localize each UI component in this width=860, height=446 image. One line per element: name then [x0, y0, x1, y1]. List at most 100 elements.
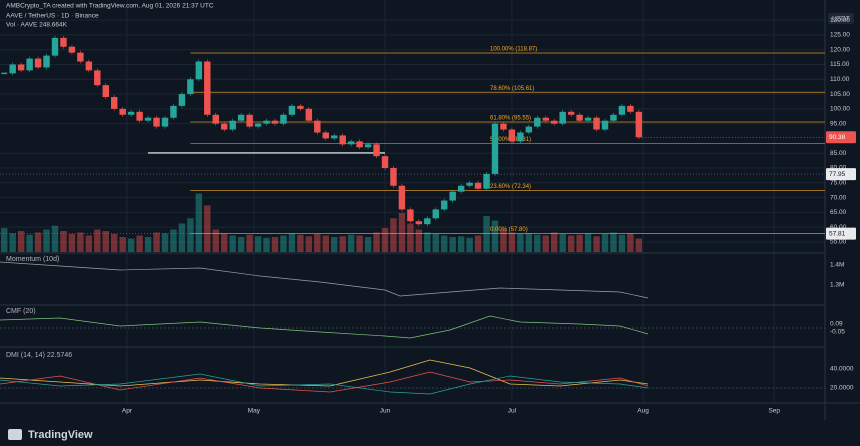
candle: [221, 123, 228, 130]
volume-bar: [441, 235, 448, 252]
volume-bar: [9, 233, 16, 252]
candle: [559, 111, 566, 124]
candle: [60, 37, 67, 47]
volume-bar: [314, 234, 321, 252]
volume-bar: [508, 232, 516, 252]
credit: AMBCrypto_TA created with TradingView.co…: [6, 3, 214, 10]
volume-bar: [449, 237, 456, 252]
volume-bar: [263, 237, 270, 252]
candle: [212, 114, 219, 124]
candle: [322, 132, 329, 139]
candle: [187, 79, 194, 95]
candle: [280, 114, 287, 124]
volume-bar: [415, 229, 423, 252]
volume-bar: [136, 235, 143, 252]
volume-bar: [576, 234, 583, 252]
candle: [68, 46, 76, 53]
fib-label: 78.60% (105.61): [490, 86, 534, 92]
candle: [567, 111, 575, 115]
candle: [34, 58, 42, 68]
y-tick-label: 70.00: [830, 194, 847, 201]
candle: [136, 111, 143, 121]
candle: [593, 117, 600, 130]
marker-box: [826, 227, 856, 240]
candle: [466, 182, 473, 186]
candle: [237, 114, 245, 121]
volume-bar: [60, 231, 67, 252]
candle: [457, 185, 465, 192]
y-tick-label: 60.00: [830, 224, 847, 231]
candle: [254, 123, 262, 127]
candle: [364, 144, 372, 148]
volume-bar: [305, 236, 313, 252]
currency[interactable]: USDT: [832, 16, 850, 23]
currency-box[interactable]: [828, 13, 854, 24]
volume-bar: [618, 234, 626, 252]
candle: [627, 105, 634, 112]
volume-bar: [466, 237, 473, 252]
panel-label: DMI (14, 14) 22.5746: [6, 352, 72, 359]
volume-bar: [424, 232, 431, 252]
fib-label: 0.00% (57.80): [490, 227, 528, 233]
candle: [415, 221, 423, 225]
volume-bar: [322, 235, 329, 252]
candle: [94, 70, 101, 86]
plus-di-line: [0, 373, 649, 395]
x-tick-label: Jul: [508, 408, 517, 415]
fib-label: 61.80% (95.55): [490, 116, 531, 122]
candle: [339, 135, 346, 145]
y-tick-label: 75.00: [830, 180, 847, 187]
candle: [347, 141, 355, 145]
volume-bar: [237, 237, 245, 252]
candle: [424, 218, 431, 225]
candle: [102, 85, 109, 98]
volume-legend: Vol · AAVE 248.664K: [6, 22, 68, 29]
candle: [297, 105, 304, 109]
x-tick-label: Aug: [637, 408, 649, 415]
marker-box: [826, 168, 856, 181]
volume-bar: [525, 233, 533, 252]
y-tick-label: 130.00: [830, 17, 850, 24]
candle: [127, 111, 135, 115]
candle: [144, 117, 152, 121]
candle: [331, 135, 338, 139]
y-tick-label: 95.00: [830, 120, 847, 127]
candle: [161, 117, 169, 127]
volume-bar: [500, 229, 507, 252]
candle: [288, 105, 296, 115]
candle: [407, 209, 414, 222]
volume-bar: [517, 234, 524, 252]
y-tick-label: 85.00: [830, 150, 847, 157]
volume-bar: [347, 234, 355, 252]
volume-bar: [229, 235, 236, 252]
candle: [204, 61, 211, 115]
candle: [483, 173, 490, 189]
candle: [305, 108, 313, 121]
footer-brand: TradingView: [28, 429, 93, 441]
volume-bar: [111, 234, 118, 252]
x-tick-label: Jun: [380, 408, 391, 415]
volume-bar: [161, 233, 169, 252]
volume-bar: [567, 235, 575, 252]
volume-bar: [102, 231, 109, 252]
volume-bar: [51, 225, 59, 252]
volume-bar: [331, 237, 338, 252]
candle: [195, 61, 203, 80]
volume-bar: [610, 232, 617, 252]
volume-bar: [144, 237, 152, 252]
volume-bar: [601, 234, 609, 252]
volume-bar: [221, 233, 228, 252]
candle: [635, 111, 643, 138]
candle: [534, 117, 541, 127]
fib-label: 100.00% (118.87): [490, 47, 537, 53]
y-tick-label: 125.00: [830, 32, 850, 39]
candle: [314, 120, 321, 133]
x-tick-label: Sep: [768, 408, 780, 415]
momentum-line: [0, 261, 649, 299]
candle: [356, 141, 363, 148]
volume-bar: [432, 234, 439, 252]
volume-bar: [204, 205, 211, 252]
panel-tick: 0.09: [830, 321, 843, 328]
volume-bar: [373, 232, 380, 252]
